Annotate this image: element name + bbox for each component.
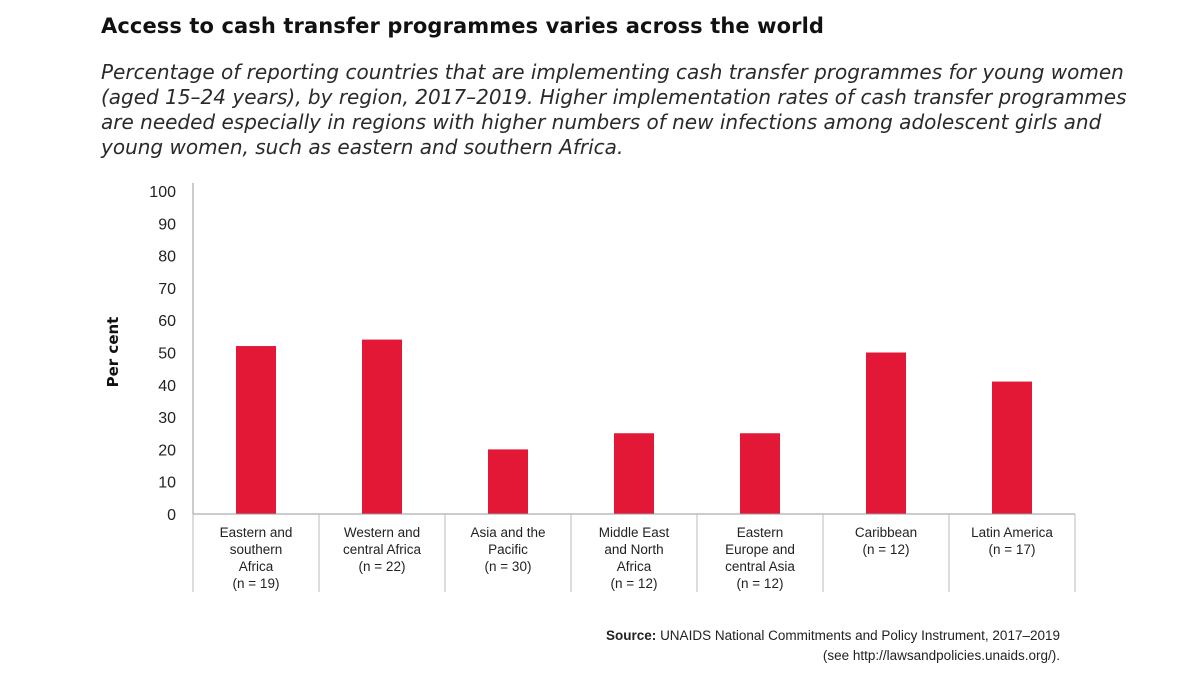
y-tick-label: 70 xyxy=(158,281,176,298)
x-axis: Eastern and southern Africa (n = 19) Western… xyxy=(192,513,1076,592)
y-tick-label: 100 xyxy=(149,184,176,201)
y-tick-label: 0 xyxy=(167,507,176,524)
y-axis-label: Per cent xyxy=(104,317,122,388)
y-tick-label: 50 xyxy=(158,346,176,363)
y-tick-label: 20 xyxy=(158,442,176,459)
x-tick-label: Latin America (n = 17) xyxy=(971,525,1053,557)
x-tick-label: Middle East and North Africa (n = 12) xyxy=(599,525,670,591)
bar xyxy=(740,433,780,514)
bar xyxy=(992,381,1032,514)
source-label: Source: xyxy=(606,628,657,643)
y-tick-label: 10 xyxy=(158,475,176,492)
x-tick-label: Western and central Africa (n = 22) xyxy=(343,525,422,574)
source-note: Source: UNAIDS National Commitments and … xyxy=(606,626,1060,666)
chart-title: Access to cash transfer programmes varie… xyxy=(101,14,825,38)
y-tick-label: 60 xyxy=(158,313,176,330)
bar xyxy=(362,339,402,514)
bar xyxy=(488,449,528,514)
x-tick-label: Asia and the Pacific (n = 30) xyxy=(470,525,545,574)
y-tick-label: 40 xyxy=(158,378,176,395)
y-tick-label: 90 xyxy=(158,216,176,233)
y-tick-label: 30 xyxy=(158,410,176,427)
y-tick-label: 80 xyxy=(158,249,176,266)
x-tick-label: Eastern Europe and central Asia (n = 12) xyxy=(725,525,795,591)
y-axis: 0 10 20 30 40 50 60 70 80 90 100 xyxy=(149,183,194,524)
bar xyxy=(614,433,654,514)
x-tick-label: Caribbean (n = 12) xyxy=(855,525,917,557)
chart-subtitle: Percentage of reporting countries that a… xyxy=(101,60,1127,159)
source-line2: (see http://lawsandpolicies.unaids.org/)… xyxy=(822,648,1060,663)
x-tick-label: Eastern and southern Africa (n = 19) xyxy=(220,525,293,591)
bar xyxy=(866,352,906,514)
bars xyxy=(236,339,1032,514)
source-line1: UNAIDS National Commitments and Policy I… xyxy=(660,628,1060,643)
bar xyxy=(236,346,276,514)
